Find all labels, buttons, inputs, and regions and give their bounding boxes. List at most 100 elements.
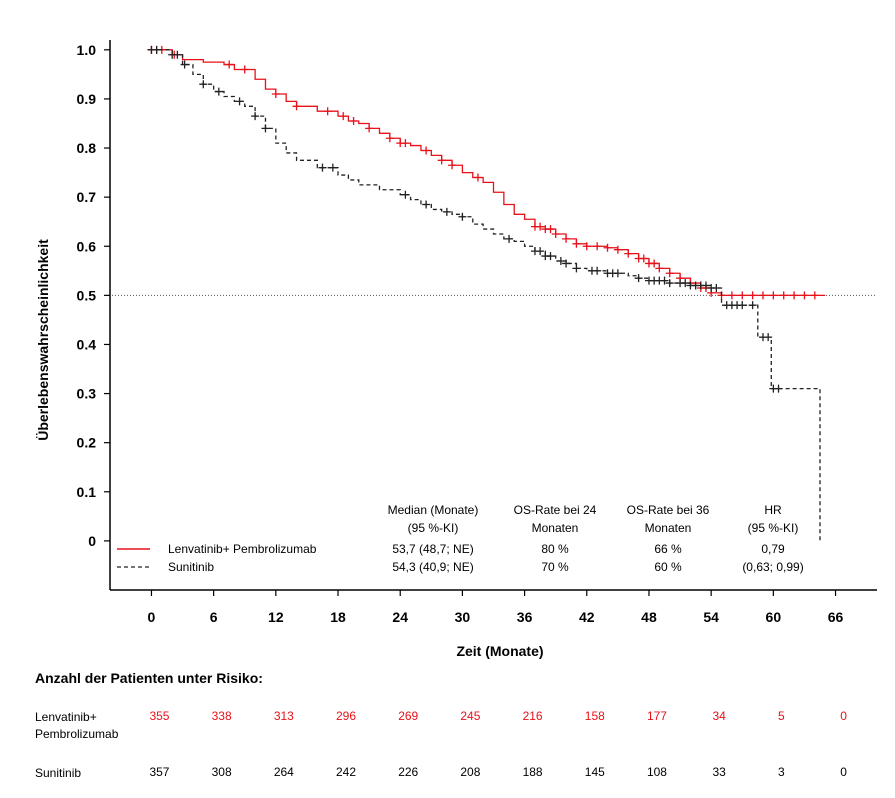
x-tick-label: 66 [828,609,844,625]
x-tick-label: 42 [579,609,595,625]
censor-mark [339,112,348,121]
censor-mark [613,269,622,278]
risk-value: 308 [211,765,232,779]
censor-mark [712,283,721,292]
header-os36-2: Monaten [645,521,692,535]
risk-value: 296 [336,709,357,723]
risk-value: 5 [778,709,785,723]
legend-label-lenvatinib: Lenvatinib+ Pembrolizumab [168,542,317,556]
y-tick-label: 0.7 [77,189,97,205]
censor-mark [639,254,648,263]
censor-mark [738,301,747,310]
censor-mark [437,156,446,165]
header-hr-2: (95 %-KI) [748,521,799,535]
censor-mark [536,222,545,231]
censor-mark [748,301,757,310]
risk-value: 242 [336,765,357,779]
censor-mark [271,90,280,99]
censor-mark [562,259,571,268]
censor-mark [603,243,612,252]
risk-value: 188 [522,765,543,779]
censor-mark [650,259,659,268]
censor-mark [665,269,674,278]
row1-os36: 66 % [654,542,682,556]
censor-mark [473,173,482,182]
x-tick-label: 12 [268,609,284,625]
y-tick-label: 0.2 [77,435,97,451]
risk-group-name-lenvatinib: Lenvatinib+ Pembrolizumab [35,709,118,743]
x-tick-label: 60 [766,609,782,625]
censor-mark [810,291,819,300]
censor-mark [505,234,514,243]
censor-mark [385,134,394,143]
row2-median: 54,3 (40,9; NE) [392,560,473,574]
censor-mark [199,80,208,89]
risk-value: 269 [398,709,419,723]
censor-mark [152,45,161,54]
censor-mark [442,207,451,216]
row1-hr: 0,79 [761,542,785,556]
censor-mark [536,247,545,256]
risk-value: 216 [522,709,543,723]
x-tick-label: 30 [455,609,471,625]
x-tick-label: 6 [210,609,218,625]
censor-mark [769,291,778,300]
censor-mark [727,291,736,300]
risk-value: 338 [211,709,232,723]
risk-value: 208 [460,765,481,779]
censor-mark [422,200,431,209]
censor-mark [225,60,234,69]
censor-mark [240,65,249,74]
censor-mark [173,50,182,59]
header-os36-1: OS-Rate bei 36 [627,503,710,517]
y-tick-label: 0.9 [77,91,97,107]
risk-group-name-line2: Pembrolizumab [35,727,119,741]
risk-value: 0 [840,709,847,723]
row2-hr: (0,63; 0,99) [742,560,803,574]
y-axis-label: Überlebenswahrscheinlichkeit [35,239,51,441]
x-tick-label: 36 [517,609,533,625]
risk-group-name-sunitinib: Sunitinib [35,765,81,782]
censor-mark [701,281,710,290]
censor-mark [292,102,301,111]
censor-mark [401,190,410,199]
censor-mark [779,291,788,300]
censor-mark [624,249,633,258]
km-chart: 0 0.1 0.2 0.3 0.4 0.5 0.6 0.7 0.8 0.9 1.0 0 6 12 18 24 3… [35,40,877,659]
censor-mark [790,291,799,300]
censor-mark [448,161,457,170]
header-os24-2: Monaten [532,521,579,535]
censor-mark [774,384,783,393]
censor-mark [261,124,270,133]
risk-value: 33 [712,765,726,779]
censor-mark [764,333,773,342]
x-axis-label: Zeit (Monate) [456,643,543,659]
censor-mark [665,279,674,288]
risk-value: 357 [149,765,170,779]
censor-mark [748,291,757,300]
censor-mark [758,291,767,300]
risk-value: 245 [460,709,481,723]
row1-os24: 80 % [541,542,569,556]
censor-mark [365,124,374,133]
censor-mark [634,274,643,283]
censor-mark [235,97,244,106]
censor-mark [593,266,602,275]
x-tick-label: 24 [392,609,408,625]
censor-mark [556,256,565,265]
censor-mark [318,163,327,172]
header-hr-1: HR [764,503,782,517]
y-tick-label: 0.4 [77,336,97,352]
censor-mark [593,242,602,251]
x-tick-label: 48 [641,609,657,625]
y-tick-label: 0.1 [77,484,97,500]
y-tick-label: 0.3 [77,386,97,402]
censor-mark [401,139,410,148]
censor-mark [546,225,555,234]
censor-mark [613,245,622,254]
censor-mark [458,212,467,221]
risk-value: 264 [273,765,294,779]
censor-mark [660,276,669,285]
censor-mark [562,234,571,243]
y-tick-label: 1.0 [77,42,97,58]
